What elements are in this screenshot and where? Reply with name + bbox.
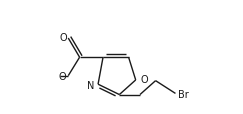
Text: N: N	[87, 81, 94, 91]
Text: O: O	[60, 32, 67, 42]
Text: O: O	[58, 71, 66, 81]
Text: Br: Br	[178, 89, 189, 99]
Text: O: O	[140, 75, 148, 84]
